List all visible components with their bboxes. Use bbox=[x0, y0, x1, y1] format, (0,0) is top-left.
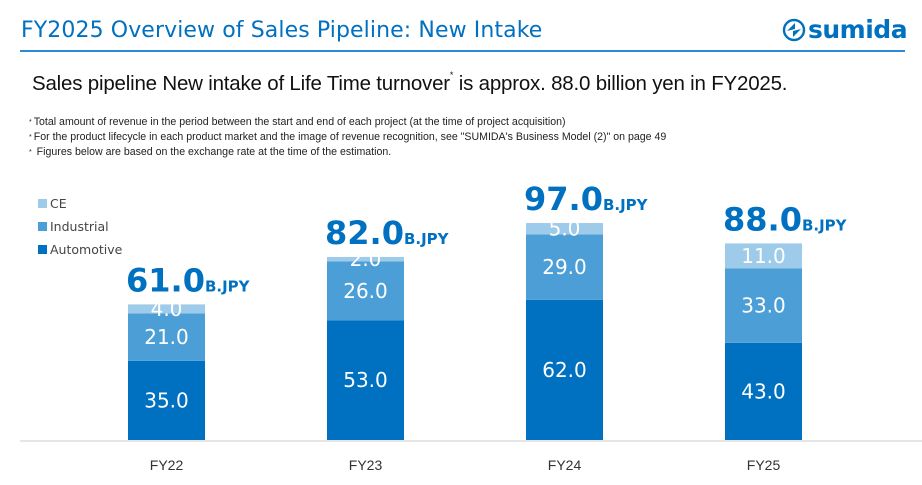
segment-label: 33.0 bbox=[741, 294, 786, 318]
page-title: FY2025 Overview of Sales Pipeline: New I… bbox=[21, 18, 543, 43]
bar-segment-industrial-fy23 bbox=[327, 261, 404, 321]
legend-swatch-automotive bbox=[38, 245, 47, 254]
total-unit: B.JPY bbox=[404, 230, 450, 248]
x-tick-label: FY23 bbox=[349, 457, 383, 473]
x-tick-label: FY24 bbox=[548, 457, 582, 473]
total-unit: B.JPY bbox=[603, 196, 649, 214]
legend-item-automotive: Automotive bbox=[38, 238, 122, 261]
sumida-logo-icon bbox=[782, 18, 806, 42]
chart-legend: CE Industrial Automotive bbox=[38, 192, 122, 261]
legend-label: Industrial bbox=[50, 219, 109, 234]
total-value: 97.0 bbox=[524, 180, 603, 218]
legend-swatch-industrial bbox=[38, 222, 47, 231]
total-value: 61.0 bbox=[126, 261, 205, 299]
bar-segment-automotive-fy22 bbox=[128, 360, 205, 440]
footnote-marker: * bbox=[29, 134, 32, 141]
footnote-text: Total amount of revenue in the period be… bbox=[33, 116, 566, 128]
x-tick-label: FY22 bbox=[150, 457, 184, 473]
total-label: 97.0B.JPY bbox=[524, 180, 649, 218]
legend-item-ce: CE bbox=[38, 192, 122, 215]
footnote-marker: * bbox=[29, 149, 32, 156]
segment-label: 29.0 bbox=[542, 255, 587, 279]
legend-swatch-ce bbox=[38, 199, 47, 208]
segment-label: 4.0 bbox=[151, 297, 183, 321]
bar-segment-industrial-fy24 bbox=[526, 234, 603, 300]
segment-label: 35.0 bbox=[144, 388, 189, 412]
legend-label: Automotive bbox=[50, 242, 123, 257]
title-divider bbox=[20, 50, 905, 52]
footnote-text: For the product lifecycle in each produc… bbox=[33, 131, 667, 143]
bar-segment-ce-fy23 bbox=[327, 256, 404, 262]
headline-footnote-marker: * bbox=[449, 70, 454, 80]
segment-label: 43.0 bbox=[741, 379, 786, 403]
bar-segment-automotive-fy25 bbox=[725, 342, 802, 440]
headline-text-after: is approx. 88.0 billion yen in FY2025. bbox=[453, 72, 788, 95]
segment-label: 11.0 bbox=[741, 244, 786, 268]
segment-label: 2.0 bbox=[350, 247, 382, 271]
total-label: 88.0B.JPY bbox=[723, 200, 848, 238]
x-tick-label: FY25 bbox=[747, 457, 781, 473]
bar-segment-ce-fy25 bbox=[725, 243, 802, 269]
segment-label: 53.0 bbox=[343, 368, 388, 392]
total-value: 82.0 bbox=[325, 214, 404, 252]
total-label: 82.0B.JPY bbox=[325, 214, 450, 252]
bar-segment-ce-fy22 bbox=[128, 304, 205, 314]
segment-label: 62.0 bbox=[542, 358, 587, 382]
legend-item-industrial: Industrial bbox=[38, 215, 122, 238]
footnote: * For the product lifecycle in each produ… bbox=[29, 130, 666, 145]
bar-segment-industrial-fy25 bbox=[725, 268, 802, 343]
bar-segment-automotive-fy23 bbox=[327, 320, 404, 440]
total-value: 88.0 bbox=[723, 200, 802, 238]
footnote-text: Figures below are based on the exchange … bbox=[33, 146, 392, 158]
total-unit: B.JPY bbox=[205, 277, 251, 295]
company-logo: sumida bbox=[782, 15, 908, 44]
headline-text: Sales pipeline New intake of Life Time t… bbox=[32, 72, 450, 95]
bar-segment-automotive-fy24 bbox=[526, 299, 603, 440]
segment-label: 26.0 bbox=[343, 279, 388, 303]
segment-label: 21.0 bbox=[144, 325, 189, 349]
bar-segment-ce-fy24 bbox=[526, 223, 603, 235]
legend-label: CE bbox=[50, 196, 67, 211]
footnote: * Figures below are based on the exchang… bbox=[29, 145, 666, 160]
headline: Sales pipeline New intake of Life Time t… bbox=[32, 70, 788, 96]
bar-segment-industrial-fy22 bbox=[128, 313, 205, 361]
total-unit: B.JPY bbox=[802, 216, 848, 234]
total-label: 61.0B.JPY bbox=[126, 261, 251, 299]
footnote: * Total amount of revenue in the period b… bbox=[29, 115, 666, 130]
footnotes: * Total amount of revenue in the period b… bbox=[29, 115, 666, 160]
logo-text: sumida bbox=[808, 15, 908, 44]
footnote-marker: * bbox=[29, 119, 32, 126]
segment-label: 5.0 bbox=[549, 217, 581, 241]
